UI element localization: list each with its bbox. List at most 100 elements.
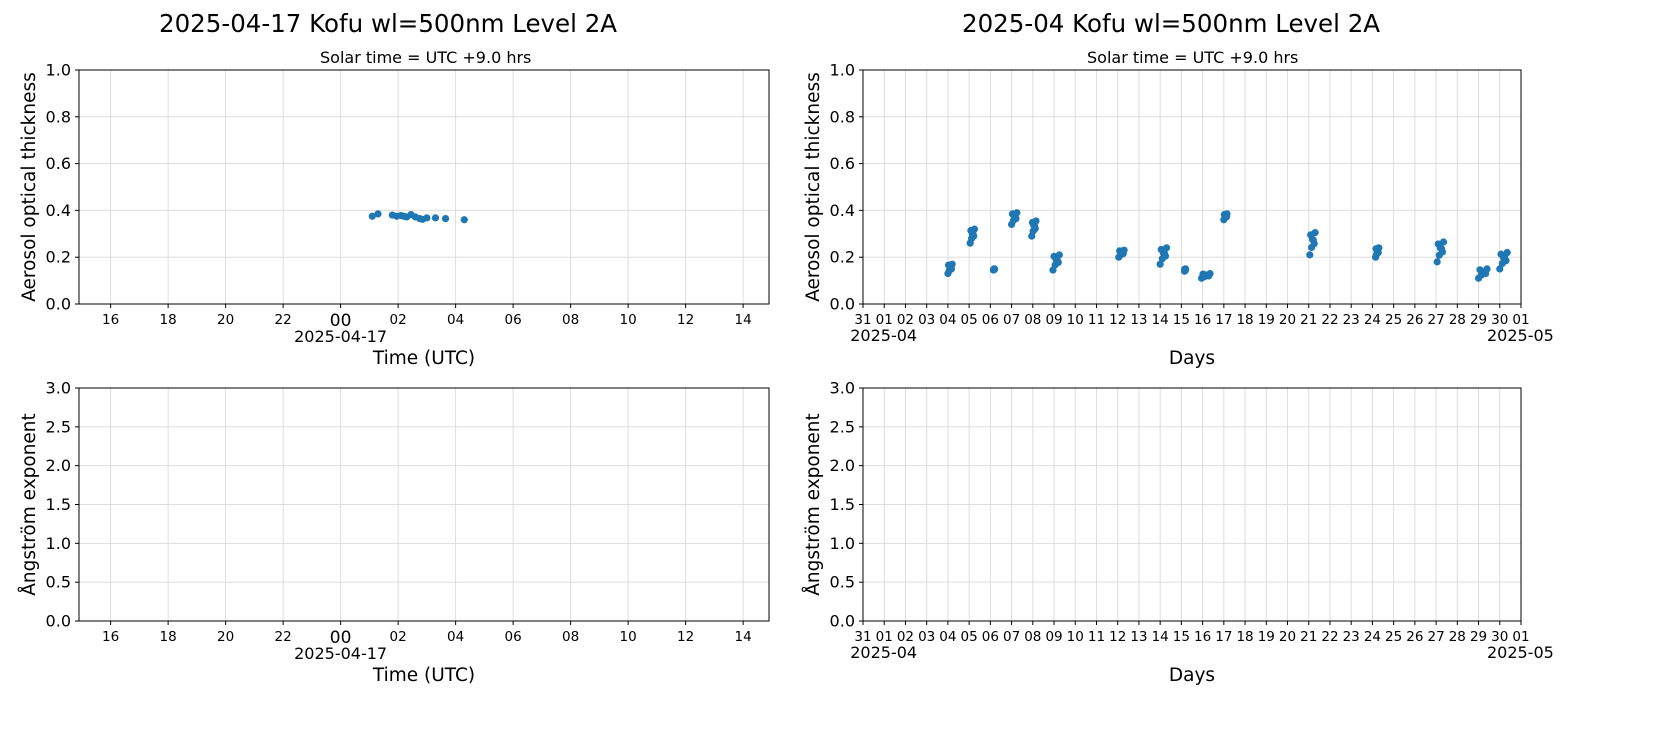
- y-tick-label: 0.5: [830, 573, 855, 592]
- data-point: [970, 225, 979, 233]
- x-tick-label: 20: [217, 312, 234, 328]
- x-tick-label: 20: [1279, 312, 1296, 328]
- x-tick-label: 08: [1024, 629, 1041, 645]
- x-tick-label: 11: [1088, 629, 1105, 645]
- x-tick-label: 01: [1512, 312, 1529, 328]
- data-point: [1496, 265, 1504, 273]
- y-tick-label: 0.4: [46, 201, 71, 220]
- x-tick-label: 10: [1067, 312, 1084, 328]
- x-tick-label: 23: [1343, 312, 1360, 328]
- x-tick-label: 05: [961, 312, 978, 328]
- y-tick-label: 3.0: [46, 379, 71, 398]
- data-point: [441, 214, 450, 223]
- y-axis-label: Aerosol optical thickness: [19, 72, 40, 302]
- x-tick-label: 06: [982, 629, 999, 645]
- x-tick-label: 08: [562, 312, 579, 328]
- x-tick-label: 22: [1321, 312, 1338, 328]
- y-tick-label: 0.0: [46, 612, 71, 631]
- x-tick-label: 17: [1215, 312, 1232, 328]
- chart-panel-3: 16 18 20 22 00 02 04 06 08 10 12 14 2025-04-17 0.0 0.5…: [18, 379, 770, 686]
- data-point: [1013, 209, 1021, 217]
- x-tick-label: 22: [275, 312, 292, 328]
- x-tick-label: 29: [1470, 629, 1487, 645]
- x-tick-label: 25: [1385, 629, 1402, 645]
- data-point: [423, 214, 431, 222]
- x-tick-label: 15: [1173, 629, 1190, 645]
- y-tick-label: 0.8: [830, 107, 855, 126]
- x-tick-label: 00: [330, 628, 352, 648]
- x-axis-label: Time (UTC): [372, 665, 475, 686]
- x-tick-label: 02: [897, 312, 914, 328]
- x-tick-label: 04: [447, 312, 464, 328]
- chart-panel-4: 31 01 02 03 04 05 06 07 08 09 10 11 12 13 14 15 16 17 18 19…: [802, 379, 1554, 687]
- y-axis-label: Ångström exponent: [18, 413, 40, 596]
- x-date-label: 2025-05: [1487, 326, 1554, 345]
- x-tick-label: 00: [330, 311, 352, 331]
- data-point: [1375, 244, 1383, 252]
- x-tick-label: 10: [620, 629, 637, 645]
- daily-title: 2025-04-17 Kofu wl=500nm Level 2A: [159, 9, 618, 38]
- data-point: [460, 216, 468, 224]
- data-point: [1182, 265, 1190, 273]
- y-tick-label: 0.0: [830, 612, 855, 631]
- data-point: [1310, 240, 1318, 248]
- x-tick-label: 23: [1343, 629, 1360, 645]
- x-date-label: 2025-04-17: [294, 644, 387, 663]
- x-tick-label: 30: [1491, 312, 1508, 328]
- x-tick-label: 06: [505, 312, 522, 328]
- y-tick-label: 2.0: [830, 456, 855, 475]
- x-tick-label: 18: [1236, 312, 1253, 328]
- x-tick-label: 14: [1152, 629, 1169, 645]
- x-tick-label: 01: [876, 629, 893, 645]
- x-tick-label: 15: [1173, 312, 1190, 328]
- x-tick-label: 20: [217, 629, 234, 645]
- data-point: [1438, 248, 1447, 256]
- y-axis-label: Aerosol optical thickness: [803, 72, 824, 302]
- y-tick-label: 0.0: [830, 295, 855, 314]
- x-tick-label: 13: [1130, 629, 1147, 645]
- data-point: [1433, 258, 1441, 266]
- data-point: [1162, 244, 1171, 252]
- y-tick-label: 0.0: [46, 295, 71, 314]
- x-axis-label: Time (UTC): [372, 348, 475, 369]
- x-axis-label: Days: [1169, 348, 1215, 369]
- y-tick-label: 0.2: [830, 248, 855, 267]
- monthly-subtitle: Solar time = UTC +9.0 hrs: [1087, 48, 1299, 67]
- chart-panel-2: 31 01 02 03 04 05 06 07 08 09 10 11 12 13 14 15 16 17 18 19…: [803, 61, 1554, 370]
- x-tick-label: 22: [275, 629, 292, 645]
- x-tick-label: 18: [160, 629, 177, 645]
- data-point: [1161, 252, 1170, 260]
- x-tick-label: 09: [1045, 629, 1062, 645]
- x-tick-label: 14: [735, 629, 752, 645]
- x-tick-label: 05: [961, 629, 978, 645]
- x-tick-label: 04: [939, 312, 956, 328]
- y-tick-label: 1.0: [46, 534, 71, 553]
- data-point: [1032, 217, 1040, 225]
- x-tick-label: 06: [982, 312, 999, 328]
- x-tick-label: 18: [160, 312, 177, 328]
- y-tick-label: 0.6: [46, 154, 71, 173]
- x-tick-label: 12: [1109, 629, 1126, 645]
- y-tick-label: 0.6: [830, 154, 855, 173]
- x-tick-label: 13: [1130, 312, 1147, 328]
- chart-panel-1: 16 18 20 22 00 02 04 06 08 10 12 14 2025-04-17 0.0 0.2…: [19, 61, 770, 369]
- x-tick-label: 26: [1406, 312, 1423, 328]
- y-tick-label: 1.0: [830, 61, 855, 80]
- data-point: [1223, 210, 1231, 218]
- x-tick-label: 16: [1194, 629, 1211, 645]
- x-tick-label: 04: [939, 629, 956, 645]
- x-date-label: 2025-04-17: [294, 327, 387, 346]
- y-tick-label: 0.8: [46, 107, 71, 126]
- data-point: [1483, 265, 1491, 273]
- data-point: [368, 212, 376, 220]
- data-point: [970, 232, 978, 240]
- y-tick-label: 1.0: [830, 534, 855, 553]
- y-tick-label: 1.5: [46, 495, 71, 514]
- x-tick-label: 14: [735, 312, 752, 328]
- x-tick-label: 27: [1428, 629, 1445, 645]
- daily-subtitle: Solar time = UTC +9.0 hrs: [320, 48, 532, 67]
- y-tick-label: 2.5: [830, 417, 855, 436]
- data-point: [991, 265, 999, 273]
- x-tick-label: 16: [102, 629, 119, 645]
